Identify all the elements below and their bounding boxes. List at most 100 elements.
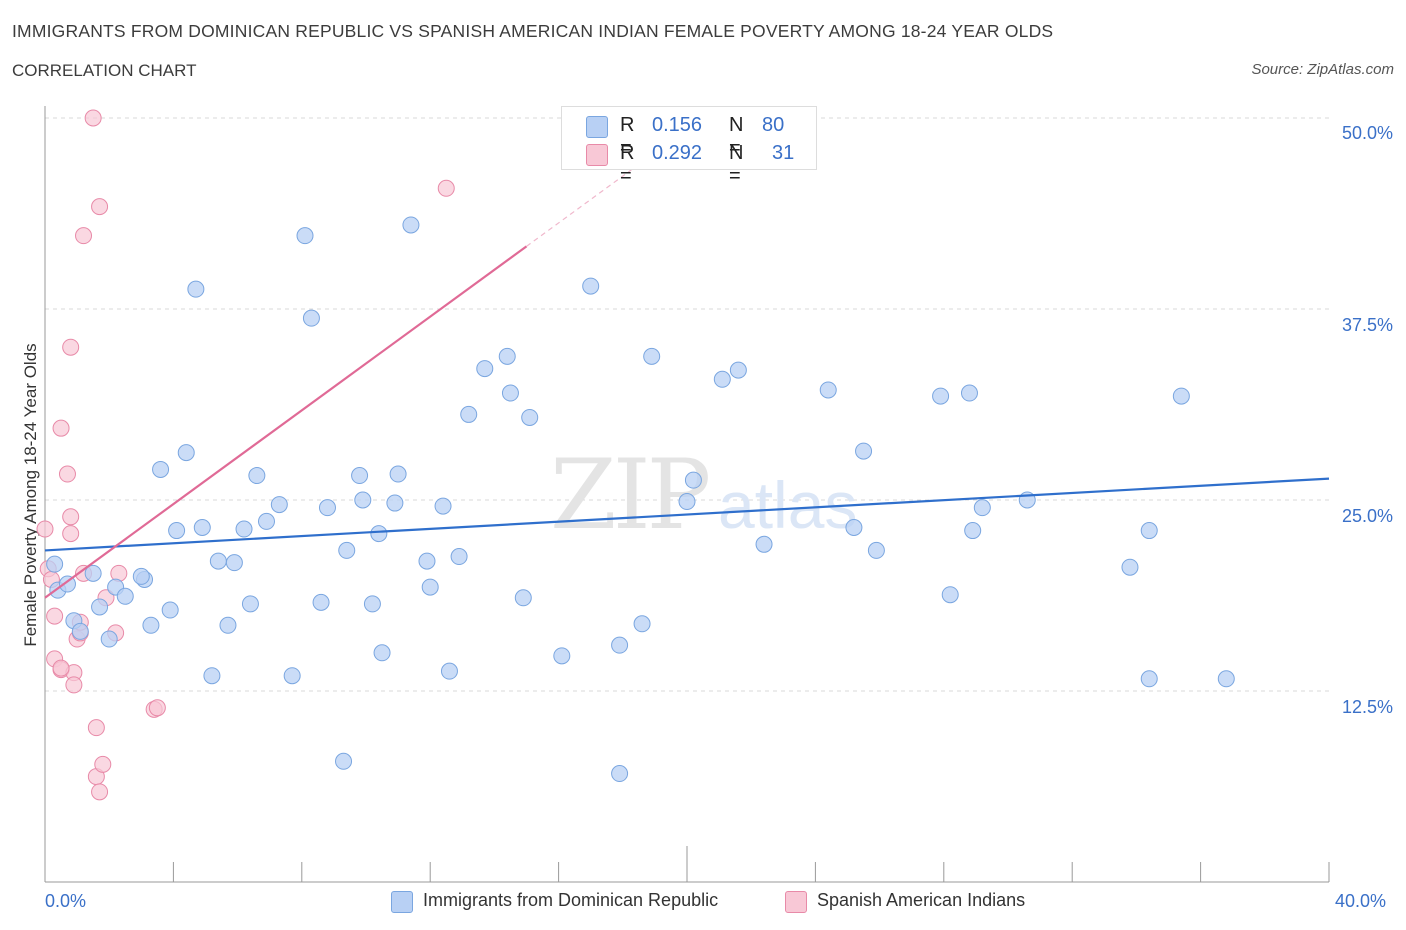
blue-point xyxy=(283,667,301,685)
pink-point xyxy=(65,676,83,694)
y-tick-label-12-5: 12.5% xyxy=(1341,697,1393,717)
blue-point xyxy=(363,595,381,613)
blue-point xyxy=(941,586,959,604)
blue-point xyxy=(611,636,629,654)
pink-swatch xyxy=(586,144,608,166)
pink-point xyxy=(52,419,70,437)
pink-point xyxy=(62,525,80,543)
blue-point xyxy=(354,491,372,509)
blue-point xyxy=(187,280,205,298)
blue-point xyxy=(611,765,629,783)
blue-series xyxy=(46,216,1235,783)
blue-point xyxy=(370,525,388,543)
n-label: N = xyxy=(729,114,744,159)
watermark-atlas: atlas xyxy=(718,468,857,542)
blue-point xyxy=(335,752,353,770)
blue-point xyxy=(296,227,314,245)
pink-swatch xyxy=(785,891,807,913)
trend-lines xyxy=(44,140,1330,599)
n-value: 31 xyxy=(772,142,795,164)
blue-point xyxy=(100,630,118,648)
blue-point xyxy=(142,616,160,634)
pink-point xyxy=(36,520,54,538)
blue-point xyxy=(932,387,950,405)
pink-point xyxy=(148,699,166,717)
blue-point xyxy=(168,522,186,540)
blue-point xyxy=(678,493,696,511)
pink-point xyxy=(94,755,112,773)
pink-trend-line xyxy=(44,245,528,599)
pink-series xyxy=(36,109,455,801)
blue-point xyxy=(582,277,600,295)
blue-point xyxy=(1140,522,1158,540)
y-tick-label-37-5: 37.5% xyxy=(1341,315,1393,335)
blue-point xyxy=(498,347,516,365)
blue-point xyxy=(960,384,978,402)
axes xyxy=(44,106,1330,883)
r-label: R = xyxy=(620,142,635,187)
pink-point xyxy=(437,179,455,197)
blue-point xyxy=(819,381,837,399)
blue-point xyxy=(270,496,288,514)
blue-point xyxy=(713,370,731,388)
blue-point xyxy=(450,548,468,566)
grid-lines xyxy=(45,117,1329,692)
pink-point xyxy=(62,508,80,526)
blue-point xyxy=(1121,558,1139,576)
source-note: Source: ZipAtlas.com xyxy=(1251,61,1394,78)
blue-point xyxy=(501,384,519,402)
blue-point xyxy=(91,598,109,616)
blue-point xyxy=(1172,387,1190,405)
n-value: 80 xyxy=(762,114,785,136)
blue-point xyxy=(684,471,702,489)
blue-point xyxy=(1217,670,1235,688)
blue-point xyxy=(132,567,150,585)
y-tick-label-25: 25.0% xyxy=(1341,506,1393,526)
blue-point xyxy=(209,552,227,570)
blue-point xyxy=(460,405,478,423)
blue-point xyxy=(71,622,89,640)
blue-point xyxy=(521,408,539,426)
pink-trend-extension xyxy=(526,140,672,247)
blue-point xyxy=(440,662,458,680)
chart-title: IMMIGRANTS FROM DOMINICAN REPUBLIC VS SP… xyxy=(12,21,1054,41)
blue-swatch xyxy=(586,116,608,138)
blue-point xyxy=(867,541,885,559)
blue-point xyxy=(116,587,134,605)
blue-point xyxy=(58,575,76,593)
blue-point xyxy=(235,520,253,538)
blue-point xyxy=(633,615,651,633)
r-value: 0.156 xyxy=(652,114,703,136)
blue-point xyxy=(351,467,369,485)
y-tick-label-50: 50.0% xyxy=(1341,123,1393,143)
blue-point xyxy=(553,647,571,665)
blue-point xyxy=(643,347,661,365)
blue-point xyxy=(84,564,102,582)
legend-label: Immigrants from Dominican Republic xyxy=(423,890,719,910)
blue-point xyxy=(845,519,863,537)
pink-point xyxy=(52,659,70,677)
pink-point xyxy=(46,607,64,625)
blue-point xyxy=(476,360,494,378)
pink-point xyxy=(91,783,109,801)
blue-point xyxy=(373,644,391,662)
blue-point xyxy=(225,554,243,572)
r-value: 0.292 xyxy=(652,142,703,164)
blue-point xyxy=(46,555,64,573)
blue-trend-line xyxy=(44,477,1330,552)
blue-point xyxy=(161,601,179,619)
chart-subtitle: CORRELATION CHART xyxy=(12,61,197,80)
blue-point xyxy=(302,309,320,327)
pink-point xyxy=(91,198,109,216)
pink-point xyxy=(62,338,80,356)
blue-point xyxy=(402,216,420,234)
x-tick-label-min: 0.0% xyxy=(45,891,87,911)
blue-point xyxy=(729,361,747,379)
pink-point xyxy=(84,109,102,127)
blue-point xyxy=(389,465,407,483)
blue-point xyxy=(257,512,275,530)
blue-point xyxy=(855,442,873,460)
blue-point xyxy=(434,497,452,515)
blue-point xyxy=(1140,670,1158,688)
